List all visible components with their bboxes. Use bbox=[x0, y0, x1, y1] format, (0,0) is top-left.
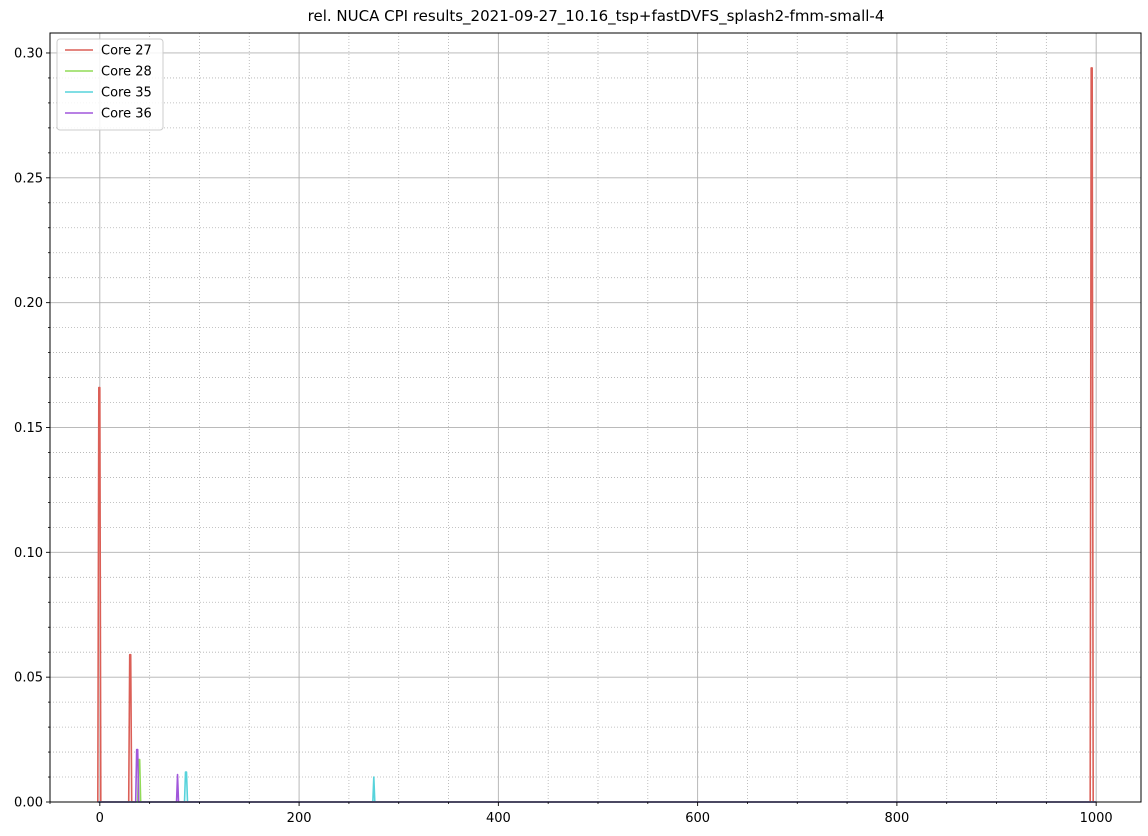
y-tick-label: 0.05 bbox=[14, 671, 43, 686]
series-line-core-27 bbox=[97, 67, 1097, 803]
series-line-core-35 bbox=[97, 771, 1097, 803]
x-tick-label: 800 bbox=[884, 811, 909, 826]
y-tick-label: 0.20 bbox=[14, 296, 43, 311]
x-tick-label: 0 bbox=[96, 811, 104, 826]
legend: Core 27 Core 28 Core 35 Core 36 bbox=[56, 38, 164, 131]
y-tick-label: 0.00 bbox=[14, 796, 43, 811]
major-grid bbox=[50, 33, 1141, 803]
y-axis: 0.00 0.05 0.10 0.15 0.20 0.25 0.30 bbox=[14, 46, 50, 811]
x-tick-label: 1000 bbox=[1080, 811, 1113, 826]
minor-grid bbox=[49, 33, 1141, 802]
y-tick-label: 0.10 bbox=[14, 546, 43, 561]
plot-frame bbox=[49, 32, 1142, 803]
x-tick-label: 600 bbox=[685, 811, 710, 826]
legend-label: Core 36 bbox=[101, 107, 152, 122]
legend-label: Core 28 bbox=[101, 65, 152, 80]
x-tick-label: 200 bbox=[287, 811, 312, 826]
y-tick-label: 0.30 bbox=[14, 46, 43, 61]
y-tick-label: 0.15 bbox=[14, 421, 43, 436]
series-line-core-36 bbox=[97, 748, 1097, 803]
legend-box bbox=[56, 38, 164, 131]
x-axis: 0 200 400 600 800 1000 bbox=[49, 802, 1113, 826]
chart-title: rel. NUCA CPI results_2021-09-27_10.16_t… bbox=[308, 7, 885, 26]
legend-label: Core 27 bbox=[101, 44, 152, 59]
legend-label: Core 35 bbox=[101, 86, 152, 101]
x-tick-label: 400 bbox=[486, 811, 511, 826]
y-tick-label: 0.25 bbox=[14, 171, 43, 186]
